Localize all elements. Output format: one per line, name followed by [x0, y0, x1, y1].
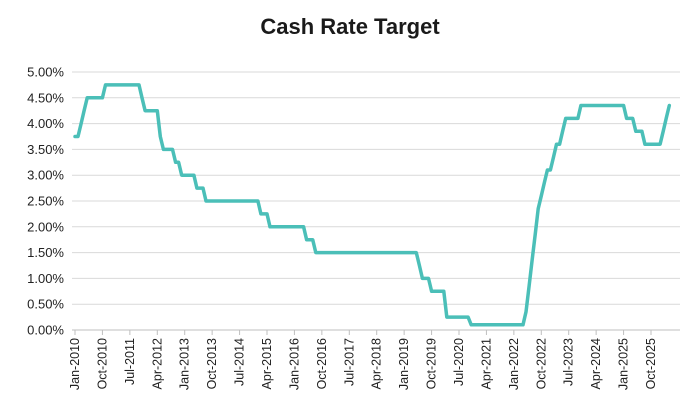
- x-tick-label: Jan-2025: [617, 338, 631, 390]
- x-tick-label: Jan-2016: [287, 338, 301, 390]
- x-tick-label: Jul-2014: [233, 338, 247, 386]
- y-tick-label: 1.00%: [27, 271, 64, 286]
- x-tick-label: Oct-2010: [95, 338, 109, 389]
- y-tick-label: 2.00%: [27, 219, 64, 234]
- x-tick-label: Oct-2025: [644, 338, 658, 389]
- y-tick-label: 4.00%: [27, 116, 64, 131]
- series-line-cash-rate: [73, 83, 672, 327]
- y-tick-label: 3.00%: [27, 168, 64, 183]
- x-tick-label: Apr-2012: [150, 338, 164, 389]
- x-tick-label: Oct-2013: [205, 338, 219, 389]
- y-tick-label: 0.50%: [27, 297, 64, 312]
- x-tick-label: Jul-2023: [562, 338, 576, 386]
- y-tick-label: 1.50%: [27, 245, 64, 260]
- y-tick-label: 2.50%: [27, 194, 64, 209]
- x-tick-label: Jul-2011: [123, 338, 137, 385]
- x-tick-label: Oct-2022: [534, 338, 548, 389]
- x-tick-label: Jan-2022: [507, 338, 521, 390]
- x-tick-label: Apr-2024: [589, 338, 603, 389]
- x-tick-label: Jul-2020: [452, 338, 466, 386]
- x-tick-label: Oct-2019: [425, 338, 439, 389]
- x-tick-label: Apr-2021: [479, 338, 493, 389]
- y-tick-label: 3.50%: [27, 142, 64, 157]
- x-tick-label: Apr-2018: [370, 338, 384, 389]
- chart-title: Cash Rate Target: [260, 14, 440, 39]
- y-tick-label: 0.00%: [27, 323, 64, 338]
- y-tick-label: 4.50%: [27, 90, 64, 105]
- x-tick-label: Apr-2015: [260, 338, 274, 389]
- x-tick-label: Jan-2010: [68, 338, 82, 390]
- x-tick-label: Jan-2013: [178, 338, 192, 390]
- x-tick-label: Jul-2017: [342, 338, 356, 386]
- y-tick-label: 5.00%: [27, 65, 64, 80]
- x-tick-label: Jan-2019: [397, 338, 411, 390]
- x-tick-label: Oct-2016: [315, 338, 329, 389]
